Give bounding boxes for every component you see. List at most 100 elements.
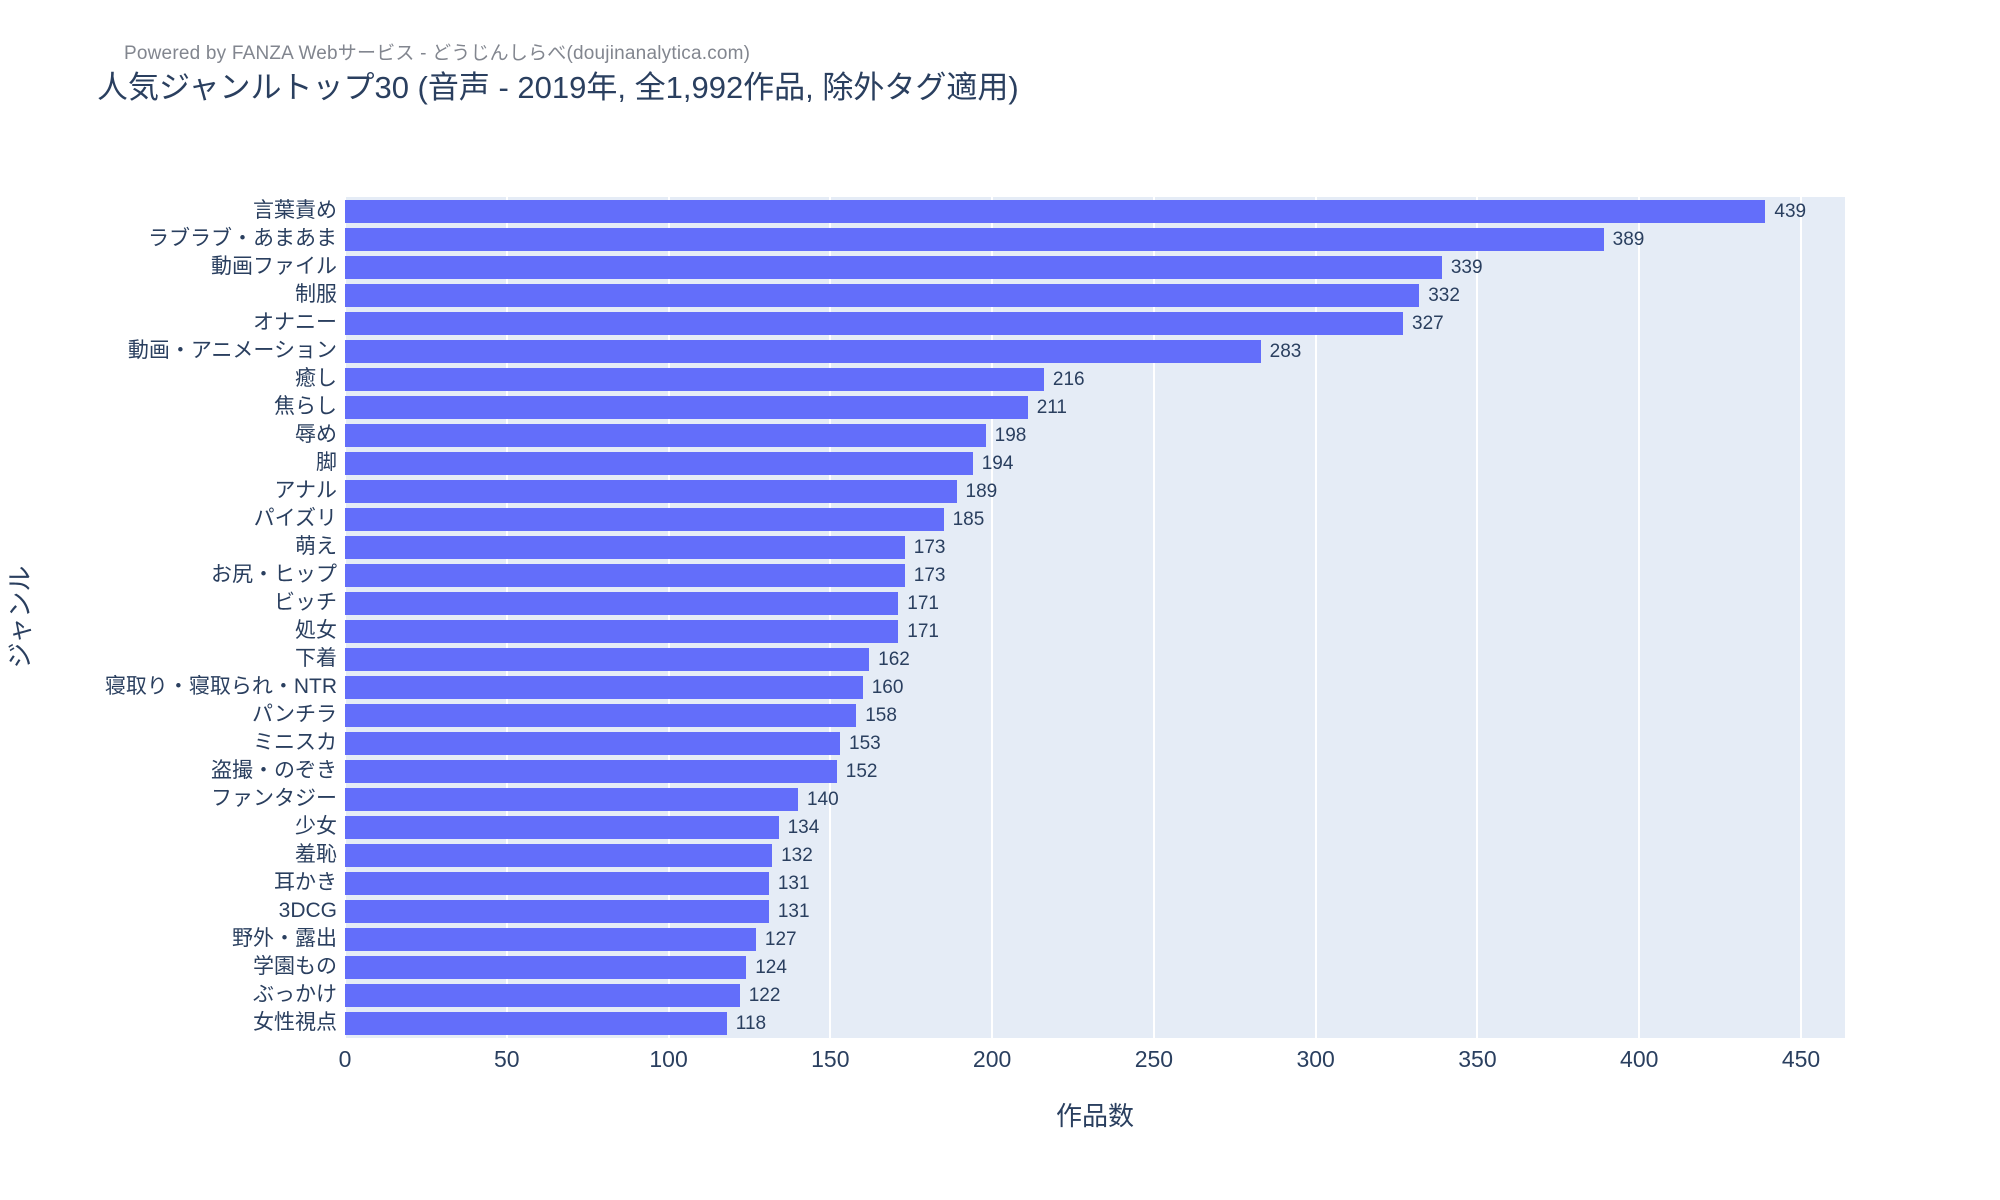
value-label: 171	[907, 621, 939, 643]
bar[interactable]	[345, 395, 1028, 419]
x-tick-label: 450	[1781, 1046, 1821, 1072]
value-label: 158	[865, 705, 897, 727]
bar[interactable]	[345, 788, 798, 812]
gridline	[505, 197, 508, 1038]
bar[interactable]	[345, 732, 841, 756]
value-label: 198	[994, 424, 1027, 446]
value-label: 332	[1428, 284, 1460, 306]
value-label: 132	[781, 845, 813, 867]
gridline	[1314, 197, 1317, 1038]
plot-area: 439 389 339 332 327 283 216 211 198 194 189 185 173 1…	[344, 197, 1845, 1038]
bar[interactable]	[345, 507, 944, 531]
bar[interactable]	[345, 199, 1766, 223]
value-label: 173	[913, 536, 946, 558]
bar[interactable]	[345, 451, 973, 475]
value-label: 152	[845, 761, 878, 783]
bar[interactable]	[345, 956, 747, 980]
value-label: 185	[952, 508, 985, 530]
category-label: ぶっかけ	[253, 983, 337, 1007]
bar[interactable]	[345, 1012, 727, 1036]
bar[interactable]	[345, 648, 870, 672]
category-label: 制服	[295, 282, 337, 306]
category-label: オナニー	[253, 310, 337, 334]
gridline	[829, 197, 832, 1038]
bar[interactable]	[345, 984, 740, 1008]
bar[interactable]	[345, 283, 1420, 307]
x-tick-label: 300	[1296, 1046, 1335, 1072]
category-label: ファンタジー	[211, 787, 337, 811]
value-label: 173	[913, 564, 946, 586]
bar[interactable]	[345, 367, 1044, 391]
bar[interactable]	[345, 423, 986, 447]
bar[interactable]	[345, 227, 1604, 251]
bar[interactable]	[345, 591, 899, 615]
category-label: ミニスカ	[253, 731, 337, 755]
x-tick-label: 400	[1620, 1046, 1659, 1072]
value-label: 211	[1036, 396, 1067, 418]
x-tick-label: 150	[811, 1046, 850, 1072]
bar[interactable]	[345, 563, 905, 587]
bar[interactable]	[345, 816, 779, 840]
bar[interactable]	[345, 620, 899, 644]
value-label: 153	[849, 733, 881, 755]
value-label: 122	[748, 985, 781, 1007]
value-label: 216	[1052, 368, 1085, 390]
value-label: 283	[1269, 340, 1302, 362]
category-label: アナル	[274, 478, 337, 502]
category-label: 言葉責め	[253, 198, 337, 222]
gridline	[1800, 197, 1802, 1038]
category-label: 野外・露出	[232, 927, 337, 951]
bar[interactable]	[345, 704, 857, 728]
category-label: 脚	[316, 450, 337, 474]
gridline	[344, 197, 346, 1038]
value-label: 389	[1612, 228, 1645, 250]
category-label: ラブラブ・あまあま	[148, 226, 337, 250]
value-label: 127	[764, 929, 797, 951]
category-label: 3DCG	[278, 899, 337, 923]
value-label: 160	[871, 677, 904, 699]
x-tick-label: 0	[338, 1046, 352, 1072]
gridline	[667, 197, 670, 1038]
category-label: ビッチ	[274, 590, 337, 614]
gridline	[1638, 197, 1641, 1038]
bar[interactable]	[345, 900, 769, 924]
value-label: 131	[777, 873, 810, 895]
category-label: 寝取り・寝取られ・NTR	[104, 675, 337, 699]
bar[interactable]	[345, 872, 769, 896]
x-axis-title: 作品数	[1055, 1101, 1134, 1131]
category-label: 女性視点	[253, 1011, 337, 1035]
category-label: お尻・ヒップ	[211, 562, 337, 586]
category-label: 耳かき	[274, 871, 337, 895]
category-label: 萌え	[295, 534, 337, 558]
x-tick-label: 250	[1134, 1046, 1174, 1072]
value-label: 189	[965, 480, 998, 502]
gridline	[1476, 197, 1479, 1038]
category-label: 辱め	[295, 422, 337, 446]
category-label: 動画・アニメーション	[127, 338, 337, 362]
x-tick-label: 100	[649, 1046, 688, 1072]
bar[interactable]	[345, 760, 837, 784]
category-label: 焦らし	[274, 394, 337, 418]
category-label: パイズリ	[253, 506, 337, 530]
chart-title: 人気ジャンルトップ30 (音声 - 2019年, 全1,992作品, 除外タグ適…	[97, 70, 1019, 105]
value-label: 140	[806, 789, 839, 811]
value-label: 194	[981, 452, 1014, 474]
value-label: 134	[787, 817, 820, 839]
bar[interactable]	[345, 676, 863, 700]
category-label: 羞恥	[295, 843, 337, 867]
category-label: 処女	[295, 619, 337, 643]
bar[interactable]	[345, 255, 1442, 279]
bar[interactable]	[345, 844, 773, 868]
x-tick-label: 350	[1458, 1046, 1497, 1072]
bar[interactable]	[345, 928, 756, 952]
value-label: 327	[1412, 312, 1444, 334]
bar[interactable]	[345, 479, 957, 503]
value-label: 171	[907, 592, 939, 614]
value-label: 339	[1450, 256, 1483, 278]
bar[interactable]	[345, 339, 1261, 363]
category-label: 下着	[295, 647, 337, 671]
bar[interactable]	[345, 535, 905, 559]
powered-by-text: Powered by FANZA Webサービス - どうじんしらべ(douji…	[124, 43, 751, 64]
bar[interactable]	[345, 311, 1404, 335]
value-label: 162	[878, 649, 910, 671]
